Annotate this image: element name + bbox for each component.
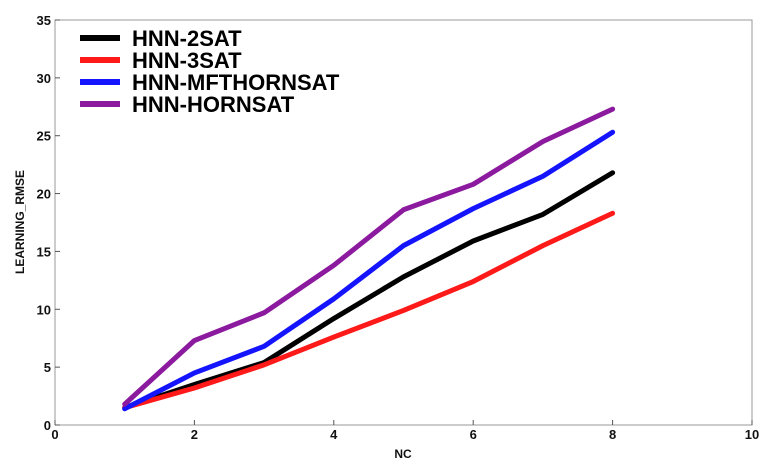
legend-label: HNN-MFTHORNSAT — [132, 70, 340, 95]
x-tick-label: 10 — [745, 427, 759, 442]
y-tick-label: 25 — [37, 129, 51, 144]
x-tick-label: 2 — [191, 427, 198, 442]
x-axis-title: NC — [394, 447, 412, 461]
y-tick-label: 10 — [37, 302, 51, 317]
y-tick-label: 30 — [37, 71, 51, 86]
x-tick-label: 0 — [51, 427, 58, 442]
x-tick-label: 6 — [470, 427, 477, 442]
y-tick-label: 15 — [37, 244, 51, 259]
legend-label: HNN-3SAT — [132, 48, 242, 73]
series-line-hnn-3sat — [122, 210, 616, 411]
y-axis-title: LEARNING_RMSE — [13, 170, 27, 274]
x-tick-label: 8 — [609, 427, 616, 442]
series-layer — [122, 106, 616, 412]
y-tick-label: 20 — [37, 187, 51, 202]
legend-label: HNN-HORNSAT — [132, 92, 295, 117]
series-line-hnn-mfthornsat — [122, 129, 616, 412]
y-tick-label: 0 — [44, 418, 51, 433]
y-axis: 0 5 10 15 20 25 30 35 — [37, 13, 60, 433]
x-tick-label: 4 — [330, 427, 338, 442]
series-line-hnn-hornsat — [122, 106, 616, 407]
legend-label: HNN-2SAT — [132, 26, 242, 51]
series-line-hnn-2sat — [122, 170, 616, 411]
plot-frame — [54, 19, 753, 426]
y-tick-label: 35 — [37, 13, 51, 28]
legend: HNN-2SATHNN-3SATHNN-MFTHORNSATHNN-HORNSA… — [80, 26, 340, 117]
x-axis: 0 2 4 6 8 10 — [51, 420, 759, 442]
y-tick-label: 5 — [44, 360, 51, 375]
